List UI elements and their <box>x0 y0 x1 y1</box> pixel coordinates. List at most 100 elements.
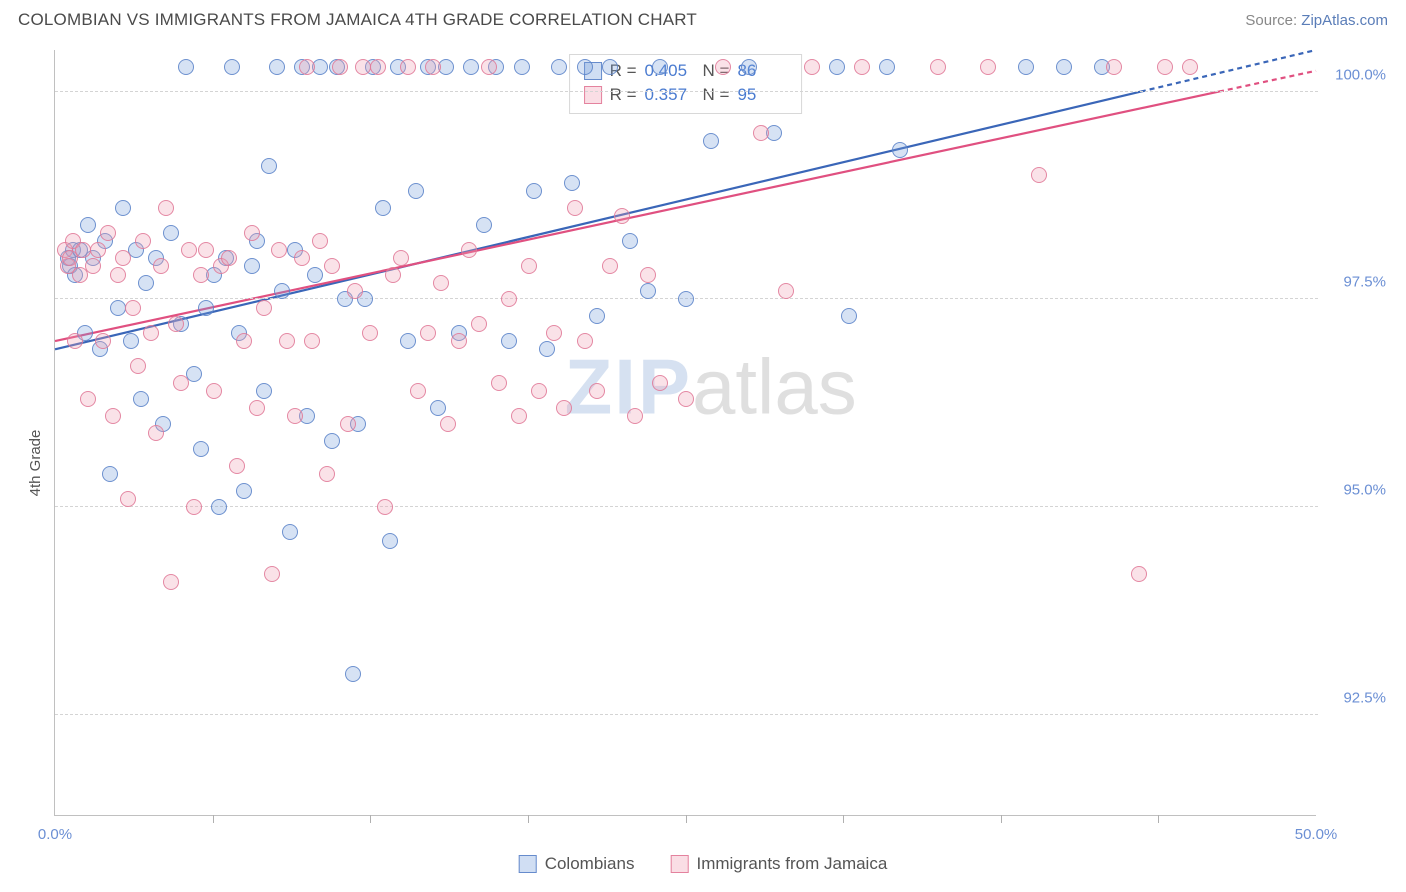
swatch-jamaica-icon <box>670 855 688 873</box>
data-point <box>1056 59 1072 75</box>
chart-header: COLOMBIAN VS IMMIGRANTS FROM JAMAICA 4TH… <box>0 0 1406 38</box>
data-point <box>80 217 96 233</box>
data-point <box>206 383 222 399</box>
data-point <box>577 333 593 349</box>
data-point <box>198 300 214 316</box>
watermark: ZIPatlas <box>565 341 857 432</box>
legend-label-jamaica: Immigrants from Jamaica <box>696 854 887 874</box>
data-point <box>471 316 487 332</box>
gridline <box>55 506 1318 507</box>
data-point <box>539 341 555 357</box>
data-point <box>375 200 391 216</box>
x-tick <box>686 815 687 823</box>
legend-n-value-b: 95 <box>737 85 787 105</box>
trend-line <box>55 92 1219 341</box>
data-point <box>622 233 638 249</box>
data-point <box>138 275 154 291</box>
data-point <box>703 133 719 149</box>
data-point <box>531 383 547 399</box>
data-point <box>133 391 149 407</box>
data-point <box>345 666 361 682</box>
data-point <box>678 291 694 307</box>
data-point <box>80 391 96 407</box>
data-point <box>440 416 456 432</box>
data-point <box>1018 59 1034 75</box>
data-point <box>355 59 371 75</box>
x-tick <box>528 815 529 823</box>
y-axis-label: 4th Grade <box>27 430 44 497</box>
data-point <box>715 59 731 75</box>
legend-item-jamaica: Immigrants from Jamaica <box>670 854 887 874</box>
data-point <box>256 383 272 399</box>
data-point <box>110 300 126 316</box>
data-point <box>829 59 845 75</box>
data-point <box>135 233 151 249</box>
data-point <box>425 59 441 75</box>
data-point <box>153 258 169 274</box>
source-link[interactable]: ZipAtlas.com <box>1301 12 1388 29</box>
data-point <box>282 524 298 540</box>
data-point <box>854 59 870 75</box>
data-point <box>501 333 517 349</box>
data-point <box>451 333 467 349</box>
data-point <box>173 375 189 391</box>
chart-area: 4th Grade ZIPatlas R = 0.405 N = 86 R = … <box>0 38 1406 888</box>
data-point <box>85 258 101 274</box>
data-point <box>614 208 630 224</box>
data-point <box>130 358 146 374</box>
data-point <box>741 59 757 75</box>
data-point <box>546 325 562 341</box>
data-point <box>408 183 424 199</box>
data-point <box>271 242 287 258</box>
data-point <box>753 125 769 141</box>
data-point <box>511 408 527 424</box>
y-tick-label: 92.5% <box>1343 690 1386 707</box>
legend-r-value-b: 0.357 <box>645 85 695 105</box>
y-tick-label: 97.5% <box>1343 274 1386 291</box>
data-point <box>332 59 348 75</box>
data-point <box>256 300 272 316</box>
data-point <box>400 333 416 349</box>
data-point <box>279 333 295 349</box>
data-point <box>463 59 479 75</box>
data-point <box>324 258 340 274</box>
legend-row-b: R = 0.357 N = 95 <box>584 83 788 107</box>
data-point <box>236 483 252 499</box>
data-point <box>551 59 567 75</box>
data-point <box>602 59 618 75</box>
data-point <box>804 59 820 75</box>
data-point <box>244 258 260 274</box>
source-attribution: Source: ZipAtlas.com <box>1245 12 1388 29</box>
data-point <box>652 59 668 75</box>
legend-r-label: R = <box>610 85 637 105</box>
series-legend: Colombians Immigrants from Jamaica <box>519 854 888 874</box>
data-point <box>264 566 280 582</box>
data-point <box>501 291 517 307</box>
data-point <box>178 59 194 75</box>
data-point <box>1106 59 1122 75</box>
legend-n-label: N = <box>703 85 730 105</box>
data-point <box>556 400 572 416</box>
data-point <box>181 242 197 258</box>
data-point <box>115 250 131 266</box>
data-point <box>640 283 656 299</box>
x-tick <box>370 815 371 823</box>
plot-region: ZIPatlas R = 0.405 N = 86 R = 0.357 N = … <box>54 50 1316 816</box>
data-point <box>158 200 174 216</box>
source-label: Source: <box>1245 12 1301 29</box>
data-point <box>879 59 895 75</box>
data-point <box>385 267 401 283</box>
data-point <box>193 441 209 457</box>
data-point <box>249 400 265 416</box>
x-tick-label: 50.0% <box>1295 826 1338 843</box>
x-tick-label: 0.0% <box>38 826 72 843</box>
data-point <box>324 433 340 449</box>
data-point <box>90 242 106 258</box>
data-point <box>382 533 398 549</box>
data-point <box>930 59 946 75</box>
data-point <box>312 233 328 249</box>
data-point <box>433 275 449 291</box>
trend-lines <box>55 50 1316 815</box>
data-point <box>168 316 184 332</box>
data-point <box>778 283 794 299</box>
